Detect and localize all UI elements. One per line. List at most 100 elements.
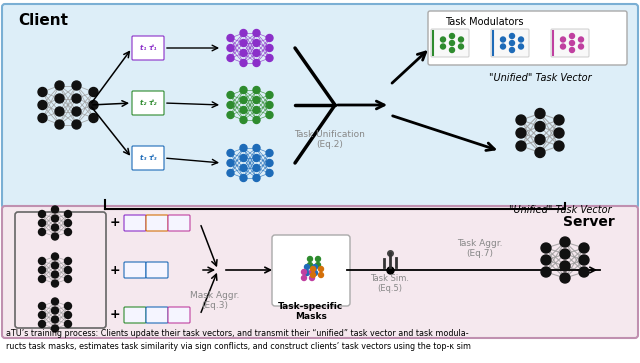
Circle shape xyxy=(301,276,307,281)
Text: Server: Server xyxy=(563,215,615,229)
Circle shape xyxy=(152,219,156,223)
Circle shape xyxy=(38,211,45,217)
Circle shape xyxy=(72,120,81,129)
Circle shape xyxy=(253,106,260,114)
Circle shape xyxy=(227,54,234,61)
FancyBboxPatch shape xyxy=(2,4,638,208)
Text: +: + xyxy=(109,309,120,322)
Circle shape xyxy=(541,267,551,277)
Circle shape xyxy=(449,33,454,38)
Circle shape xyxy=(72,81,81,90)
FancyBboxPatch shape xyxy=(146,307,168,323)
Circle shape xyxy=(312,270,317,276)
Circle shape xyxy=(159,224,163,228)
Circle shape xyxy=(51,215,58,222)
Circle shape xyxy=(38,266,45,273)
Circle shape xyxy=(253,60,260,66)
Circle shape xyxy=(136,265,141,269)
Text: "Unified" Task Vector: "Unified" Task Vector xyxy=(489,73,591,83)
Circle shape xyxy=(65,257,72,265)
FancyBboxPatch shape xyxy=(146,262,168,278)
Circle shape xyxy=(65,276,72,282)
Circle shape xyxy=(579,44,584,49)
Text: Task Sim.
(Eq.5): Task Sim. (Eq.5) xyxy=(371,274,410,293)
Circle shape xyxy=(509,33,515,38)
Circle shape xyxy=(38,311,45,318)
Circle shape xyxy=(136,315,141,319)
FancyBboxPatch shape xyxy=(168,307,190,323)
Circle shape xyxy=(240,86,247,94)
Circle shape xyxy=(535,122,545,131)
Circle shape xyxy=(266,111,273,118)
FancyBboxPatch shape xyxy=(124,307,146,323)
Circle shape xyxy=(253,97,260,103)
FancyBboxPatch shape xyxy=(272,235,350,306)
Circle shape xyxy=(316,262,321,268)
Circle shape xyxy=(316,257,321,261)
Circle shape xyxy=(89,87,98,97)
Circle shape xyxy=(55,81,64,90)
Circle shape xyxy=(65,211,72,217)
Circle shape xyxy=(51,271,58,278)
Circle shape xyxy=(509,41,515,45)
Circle shape xyxy=(319,266,323,272)
Circle shape xyxy=(541,243,551,253)
Circle shape xyxy=(180,310,184,314)
FancyBboxPatch shape xyxy=(431,29,469,57)
Circle shape xyxy=(449,48,454,53)
FancyBboxPatch shape xyxy=(168,215,190,231)
Circle shape xyxy=(240,97,247,103)
Circle shape xyxy=(136,219,141,223)
Text: +: + xyxy=(109,216,120,229)
Circle shape xyxy=(152,315,156,319)
Circle shape xyxy=(266,102,273,109)
Circle shape xyxy=(560,237,570,247)
Circle shape xyxy=(38,114,47,122)
Circle shape xyxy=(579,267,589,277)
Circle shape xyxy=(253,49,260,57)
Circle shape xyxy=(129,224,134,228)
Circle shape xyxy=(253,155,260,162)
Circle shape xyxy=(240,117,247,123)
Circle shape xyxy=(310,273,316,277)
Circle shape xyxy=(266,170,273,176)
Text: +: + xyxy=(109,264,120,277)
Circle shape xyxy=(240,60,247,66)
Circle shape xyxy=(253,29,260,37)
Circle shape xyxy=(227,45,234,52)
Circle shape xyxy=(152,270,156,274)
Circle shape xyxy=(312,265,317,269)
Text: "Unified" Task Vector: "Unified" Task Vector xyxy=(509,205,611,215)
Circle shape xyxy=(129,310,134,314)
Circle shape xyxy=(173,219,177,223)
Circle shape xyxy=(266,91,273,98)
Text: Task Unification
(Eq.2): Task Unification (Eq.2) xyxy=(294,130,365,150)
Circle shape xyxy=(227,34,234,41)
Circle shape xyxy=(89,114,98,122)
Circle shape xyxy=(310,266,316,272)
Circle shape xyxy=(38,257,45,265)
Circle shape xyxy=(266,34,273,41)
Circle shape xyxy=(159,270,163,274)
FancyBboxPatch shape xyxy=(132,36,164,60)
Circle shape xyxy=(38,228,45,236)
Circle shape xyxy=(72,107,81,116)
Circle shape xyxy=(570,33,575,38)
Circle shape xyxy=(180,224,184,228)
FancyBboxPatch shape xyxy=(124,262,146,278)
Circle shape xyxy=(227,150,234,156)
Circle shape xyxy=(518,37,524,42)
Text: ructs task masks, estimates task similarity via sign conflicts, and construct cl: ructs task masks, estimates task similar… xyxy=(6,342,471,351)
Circle shape xyxy=(554,141,564,151)
Text: Task-specific
Masks: Task-specific Masks xyxy=(278,302,344,321)
Circle shape xyxy=(440,44,445,49)
Circle shape xyxy=(136,270,141,274)
Circle shape xyxy=(554,128,564,138)
Text: t₁ τ̂₁: t₁ τ̂₁ xyxy=(140,45,156,51)
Circle shape xyxy=(51,280,58,287)
Circle shape xyxy=(55,120,64,129)
Circle shape xyxy=(579,255,589,265)
Circle shape xyxy=(253,175,260,182)
Circle shape xyxy=(129,219,134,223)
Text: t₃ τ̂₃: t₃ τ̂₃ xyxy=(140,155,156,161)
